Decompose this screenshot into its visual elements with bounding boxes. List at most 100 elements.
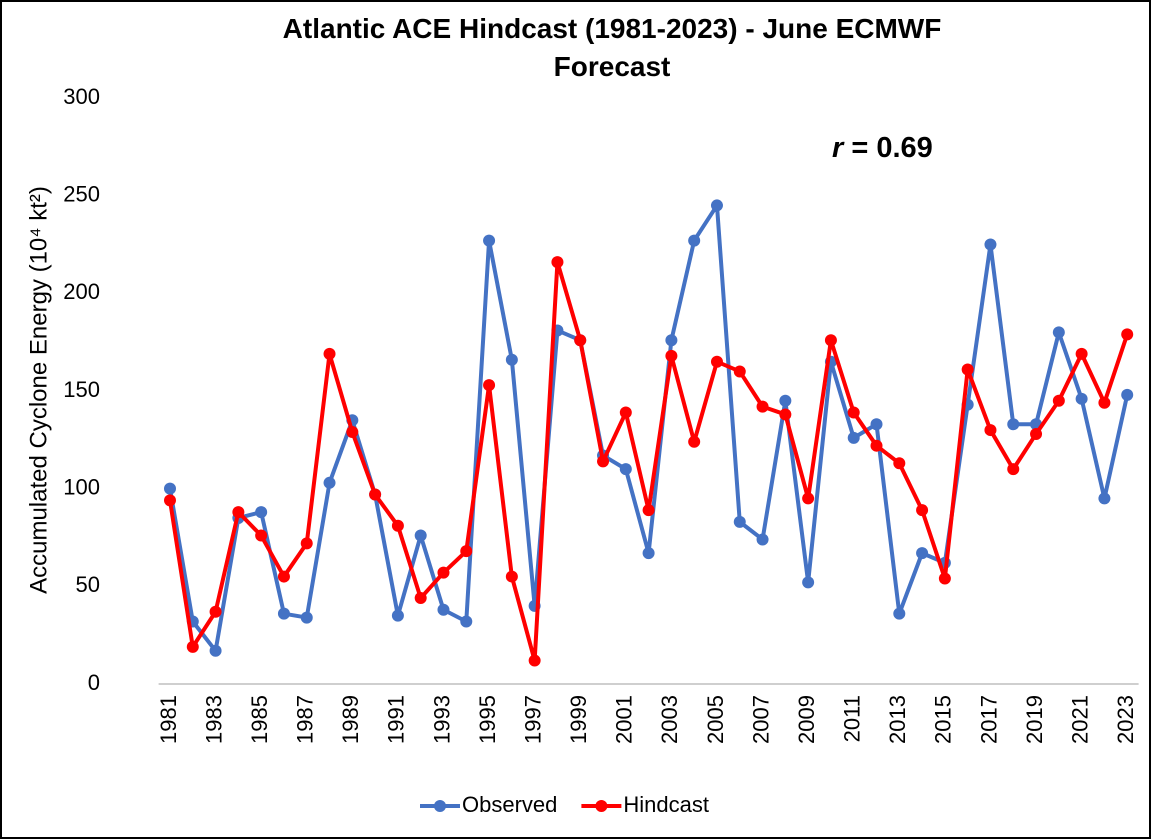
data-point	[1007, 463, 1020, 476]
data-point	[300, 537, 313, 550]
x-tick-label: 1991	[384, 695, 409, 744]
data-point	[346, 426, 359, 439]
x-tick-label: 1999	[566, 695, 591, 744]
x-tick-label: 1981	[156, 695, 181, 744]
data-point	[710, 199, 723, 212]
data-point	[984, 238, 997, 251]
data-point	[1098, 396, 1111, 409]
x-tick-label: 2001	[612, 695, 637, 744]
x-tick-label: 2023	[1113, 695, 1138, 744]
y-tick-label: 250	[63, 181, 100, 206]
data-point	[505, 353, 518, 366]
data-point	[1121, 328, 1134, 341]
data-point	[369, 488, 382, 501]
data-point	[209, 644, 222, 657]
data-point	[824, 334, 837, 347]
x-tick-label: 1995	[475, 695, 500, 744]
x-tick-label: 2021	[1067, 695, 1092, 744]
data-point	[802, 576, 815, 589]
data-point	[733, 515, 746, 528]
data-point	[505, 570, 518, 583]
y-axis-label: Accumulated Cyclone Energy (10⁴ kt²)	[25, 186, 52, 594]
data-point	[391, 519, 404, 532]
data-point	[779, 408, 792, 421]
legend-label: Observed	[462, 792, 557, 817]
data-point	[1052, 394, 1065, 407]
chart-title: Atlantic ACE Hindcast (1981-2023) - June…	[282, 13, 942, 82]
data-point	[391, 609, 404, 622]
data-point	[232, 506, 245, 519]
data-point	[1075, 392, 1088, 405]
data-point	[437, 566, 450, 579]
data-point	[163, 482, 176, 495]
data-point	[756, 533, 769, 546]
data-point	[414, 592, 427, 605]
legend-marker	[434, 800, 446, 812]
data-point	[619, 406, 632, 419]
data-point	[277, 607, 290, 620]
data-point	[255, 529, 268, 542]
data-point	[437, 603, 450, 616]
x-tick-label: 2005	[703, 695, 728, 744]
x-tick-label: 2007	[748, 695, 773, 744]
data-point	[255, 506, 268, 519]
data-point	[847, 406, 860, 419]
data-point	[209, 605, 222, 618]
x-tick-label: 2019	[1022, 695, 1047, 744]
y-tick-label: 300	[63, 84, 100, 109]
data-point	[163, 494, 176, 507]
y-tick-label: 200	[63, 279, 100, 304]
data-point	[984, 424, 997, 437]
data-point	[460, 545, 473, 558]
data-point	[1030, 427, 1043, 440]
data-point	[1098, 492, 1111, 505]
data-point	[665, 334, 678, 347]
data-point	[733, 365, 746, 378]
data-point	[1052, 326, 1065, 339]
data-point	[186, 640, 199, 653]
x-tick-label: 1985	[247, 695, 272, 744]
x-tick-label: 1997	[520, 695, 545, 744]
x-tick-label: 1987	[293, 695, 318, 744]
data-point	[323, 347, 336, 360]
x-tick-label: 2017	[976, 695, 1001, 744]
x-tick-label: 1993	[429, 695, 454, 744]
data-point	[597, 455, 610, 468]
data-point	[277, 570, 290, 583]
data-point	[1075, 347, 1088, 360]
x-tick-label: 1989	[338, 695, 363, 744]
data-point	[528, 654, 541, 667]
data-point	[460, 615, 473, 628]
y-tick-label: 100	[63, 474, 100, 499]
data-point	[642, 547, 655, 560]
x-tick-label: 2009	[794, 695, 819, 744]
data-point	[870, 418, 883, 431]
data-point	[665, 349, 678, 362]
data-point	[323, 476, 336, 489]
data-point	[300, 611, 313, 624]
data-point	[688, 234, 701, 247]
data-point	[483, 379, 496, 392]
y-tick-label: 150	[63, 377, 100, 402]
data-point	[893, 457, 906, 470]
data-point	[893, 607, 906, 620]
data-point	[1007, 418, 1020, 431]
x-tick-label: 1983	[201, 695, 226, 744]
data-point	[938, 572, 951, 585]
annotation: r = 0.69	[832, 132, 933, 164]
data-point	[756, 400, 769, 413]
y-tick-label: 0	[88, 670, 100, 695]
data-point	[802, 492, 815, 505]
x-tick-label: 2013	[885, 695, 910, 744]
data-point	[688, 435, 701, 448]
data-point	[551, 256, 564, 269]
data-point	[916, 547, 929, 560]
data-point	[779, 394, 792, 407]
y-tick-label: 50	[76, 572, 100, 597]
data-point	[642, 504, 655, 517]
x-tick-label: 2011	[840, 695, 865, 742]
legend-label: Hindcast	[623, 792, 709, 817]
